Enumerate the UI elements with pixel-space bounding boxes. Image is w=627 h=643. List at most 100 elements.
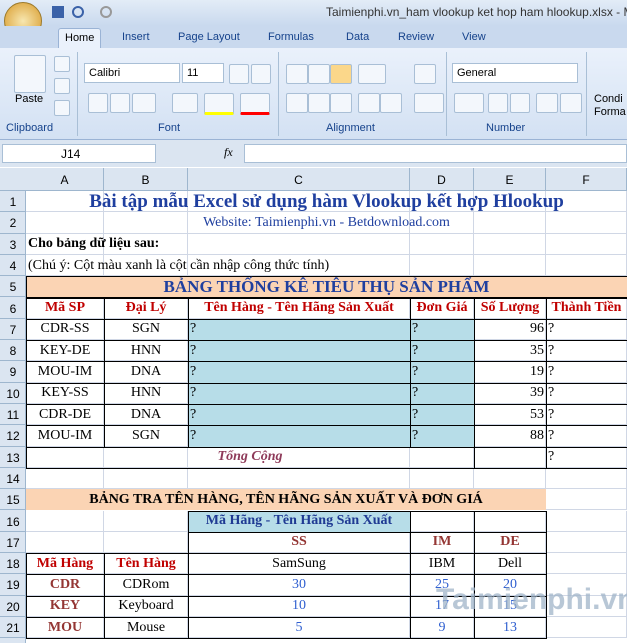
wrap-text[interactable]	[414, 64, 436, 84]
cell-text[interactable]: CDR	[49, 577, 81, 593]
cell-text[interactable]: 20	[503, 577, 517, 593]
shrink-font[interactable]	[251, 64, 271, 84]
styles-label[interactable]: Condi	[594, 93, 623, 105]
ribbon-tab[interactable]: Insert	[122, 31, 150, 43]
redo-button[interactable]	[100, 6, 112, 18]
cell-text[interactable]: 96	[530, 321, 544, 337]
italic-button[interactable]	[110, 93, 130, 113]
decrease-decimal[interactable]	[560, 93, 582, 113]
align-left[interactable]	[286, 93, 308, 113]
cell-text[interactable]: ?	[412, 364, 419, 380]
cell-text[interactable]: Dell	[497, 555, 523, 571]
cell-text[interactable]: IBM	[428, 555, 456, 571]
cell-text[interactable]: ?	[412, 321, 419, 337]
fill-button[interactable]	[204, 93, 234, 115]
cell-text[interactable]: BẢNG THỐNG KÊ TIÊU THỤ SẢN PHẨM	[163, 276, 490, 296]
cell-text[interactable]: ?	[548, 406, 555, 422]
cell-text[interactable]: ?	[548, 385, 555, 401]
align-middle[interactable]	[308, 64, 330, 84]
cell-text[interactable]: MOU	[47, 619, 83, 635]
percent-button[interactable]	[488, 93, 508, 113]
comma-button[interactable]	[510, 93, 530, 113]
cell-text[interactable]: ?	[412, 342, 419, 358]
cell-text[interactable]: HNN	[130, 385, 162, 401]
font-color-button[interactable]	[240, 93, 270, 115]
fx-label[interactable]: fx	[224, 145, 233, 159]
cell-text[interactable]: (Chú ý: Cột màu xanh là cột cần nhập côn…	[28, 257, 330, 273]
cell-text[interactable]: 13	[503, 619, 517, 635]
cell-text[interactable]: KEY-DE	[39, 342, 91, 358]
align-top[interactable]	[286, 64, 308, 84]
cell-text[interactable]: 19	[530, 364, 544, 380]
cell-text[interactable]: MOU-IM	[37, 364, 93, 380]
cell-text[interactable]: Mouse	[126, 619, 166, 635]
cell-text[interactable]: HNN	[130, 342, 162, 358]
cell-text[interactable]: 39	[530, 385, 544, 401]
cell-text[interactable]: ?	[548, 449, 555, 465]
decrease-indent[interactable]	[358, 93, 380, 113]
name-box[interactable]: J14	[2, 144, 156, 163]
cell-text[interactable]: ?	[412, 385, 419, 401]
formula-input[interactable]	[244, 144, 627, 163]
border-button[interactable]	[172, 93, 198, 113]
orientation[interactable]	[358, 64, 386, 84]
ribbon-tab[interactable]: Data	[346, 31, 370, 43]
bold-button[interactable]	[88, 93, 108, 113]
ribbon-tab[interactable]: Home	[58, 28, 102, 48]
cell-text[interactable]: ?	[412, 427, 419, 443]
cell-text[interactable]: ?	[190, 385, 197, 401]
cell-text[interactable]: 35	[530, 342, 544, 358]
font-size-box[interactable]: 11	[182, 63, 224, 83]
cell-text[interactable]: KEY-SS	[41, 385, 89, 401]
cell-text[interactable]: ?	[548, 364, 555, 380]
undo-button[interactable]	[72, 6, 84, 18]
cell-text[interactable]: DNA	[130, 364, 162, 380]
copy-button[interactable]	[54, 78, 70, 94]
cell-text[interactable]: ?	[548, 427, 555, 443]
ribbon-tab[interactable]: Page Layout	[178, 31, 240, 43]
cell-text[interactable]: Đơn Giá	[416, 300, 468, 316]
cell-text[interactable]: 5	[295, 619, 303, 635]
paste-label[interactable]: Paste	[15, 93, 44, 105]
cell-text[interactable]: 30	[292, 577, 306, 593]
save-button[interactable]	[52, 6, 64, 18]
format-painter[interactable]	[54, 100, 70, 116]
cell-text[interactable]: ?	[190, 342, 197, 358]
cell-text[interactable]: ?	[190, 427, 197, 443]
cell-text[interactable]: Mã Hãng - Tên Hãng Sản Xuất	[205, 513, 393, 529]
cell-text[interactable]: Mã Hàng	[36, 555, 94, 571]
cell-text[interactable]: ?	[548, 321, 555, 337]
cell-text[interactable]: Thành Tiền	[551, 300, 622, 316]
cell-text[interactable]: Website: Taimienphi.vn - Betdownload.com	[203, 214, 450, 230]
cell-text[interactable]: 25	[435, 577, 449, 593]
cell-text[interactable]: DNA	[130, 406, 162, 422]
cell-text[interactable]: Keyboard	[118, 598, 174, 614]
font-name-box[interactable]: Calibri	[84, 63, 180, 83]
underline-button[interactable]	[132, 93, 156, 113]
cut-button[interactable]	[54, 56, 70, 72]
cell-text[interactable]: KEY	[49, 598, 81, 614]
number-format-box[interactable]: General	[452, 63, 578, 83]
align-right[interactable]	[330, 93, 352, 113]
cell-text[interactable]: CDR-SS	[40, 321, 90, 337]
currency-button[interactable]	[454, 93, 484, 113]
grow-font[interactable]	[229, 64, 249, 84]
paste-icon[interactable]	[14, 55, 46, 93]
cell-text[interactable]: 17	[435, 598, 449, 614]
cell-text[interactable]: Mã SP	[44, 300, 86, 316]
cell-text[interactable]: 9	[438, 619, 446, 635]
cell-text[interactable]: SamSung	[272, 555, 326, 571]
cell-text[interactable]: Tổng Cộng	[217, 449, 283, 465]
cell-text[interactable]: 88	[530, 427, 544, 443]
cell-text[interactable]: ?	[548, 342, 555, 358]
cell-text[interactable]: Cho bảng dữ liệu sau:	[28, 236, 160, 252]
cell-text[interactable]: 15	[503, 598, 517, 614]
cell-text[interactable]: Tên Hàng	[116, 555, 176, 571]
cell-text[interactable]: ?	[412, 406, 419, 422]
cell-text[interactable]: IM	[432, 534, 452, 550]
increase-indent[interactable]	[380, 93, 402, 113]
cell-text[interactable]: DE	[500, 534, 520, 550]
cell-text[interactable]: ?	[190, 406, 197, 422]
ribbon-tab[interactable]: View	[462, 31, 486, 43]
align-bottom[interactable]	[330, 64, 352, 84]
